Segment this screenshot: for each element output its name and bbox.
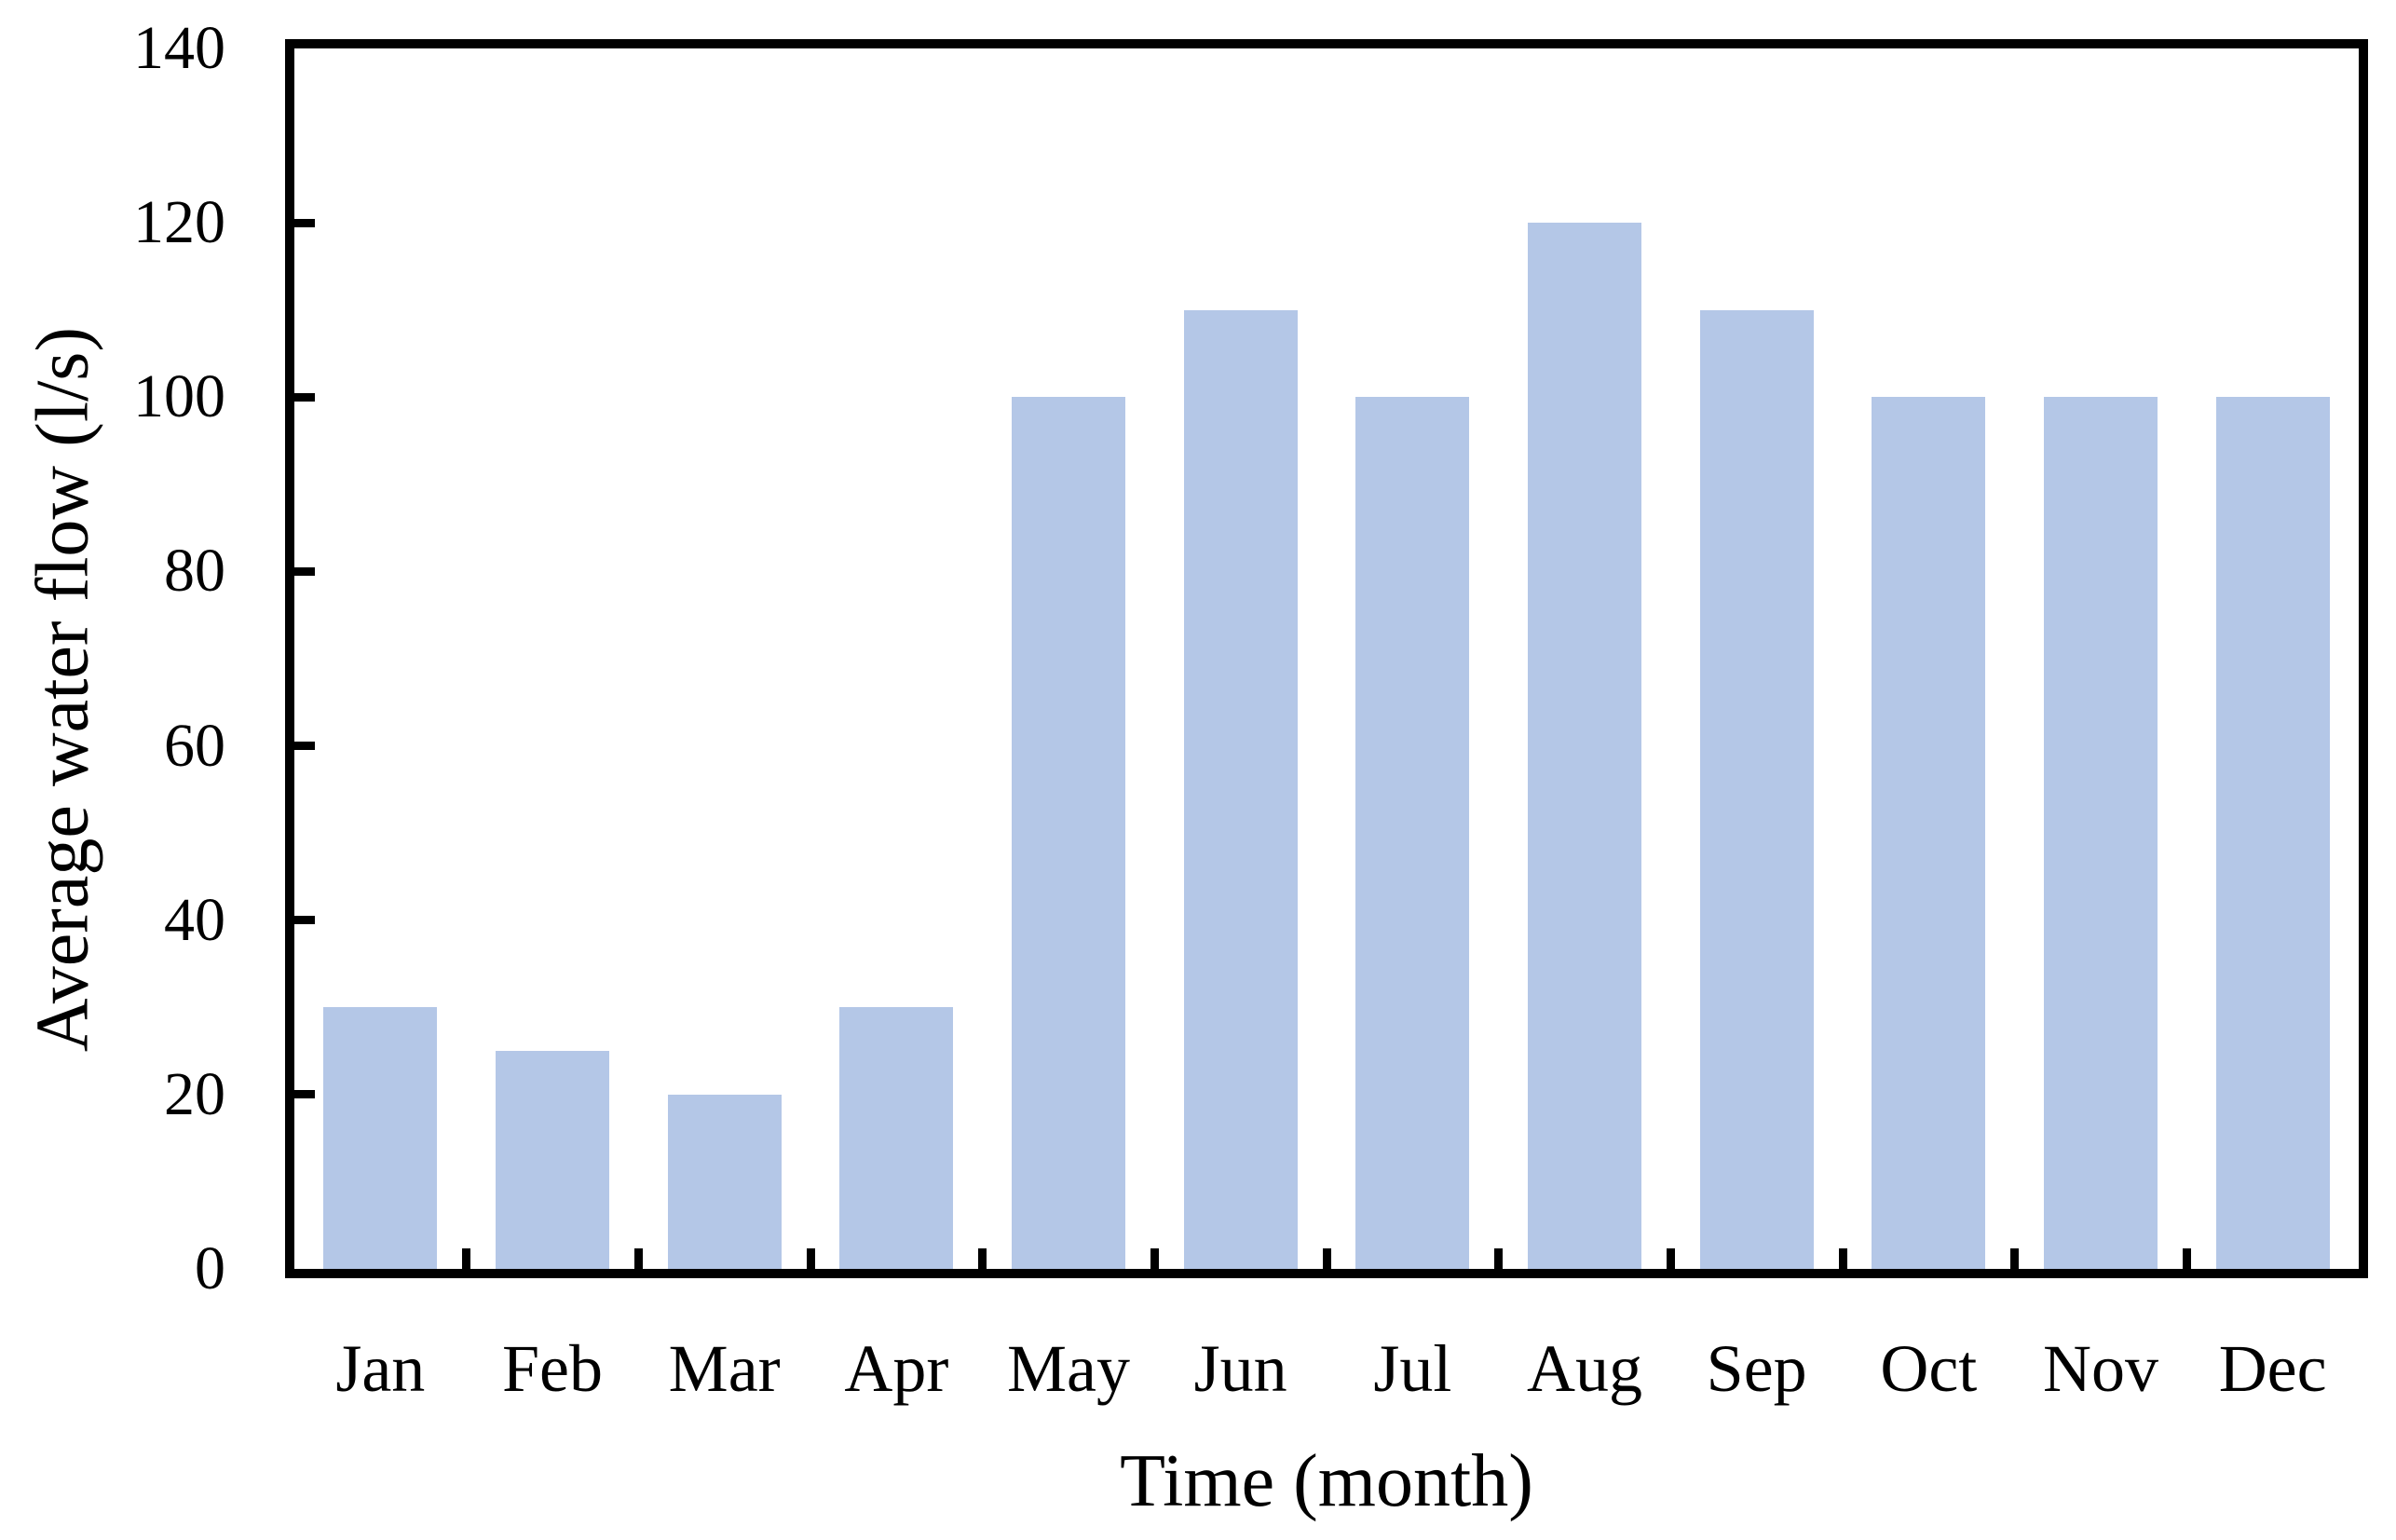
bar-nov: [2044, 397, 2158, 1269]
x-axis-tick-mark: [1322, 1248, 1331, 1269]
y-axis-tick-mark: [294, 1090, 315, 1099]
y-axis-tick-mark: [294, 916, 315, 925]
x-tick-label-jun: Jun: [1193, 1331, 1287, 1406]
x-tick-label-jul: Jul: [1373, 1331, 1452, 1406]
y-tick-label: 60: [164, 711, 225, 780]
bar-sep: [1699, 309, 1814, 1269]
plot-area: [285, 39, 2368, 1278]
bar-apr: [839, 1007, 954, 1269]
x-axis-tick-mark: [1666, 1248, 1675, 1269]
x-axis-tick-mark: [1150, 1248, 1159, 1269]
y-tick-label: 120: [133, 188, 225, 257]
y-tick-label: 0: [195, 1234, 225, 1302]
bar-dec: [2215, 397, 2330, 1269]
y-axis-tick-mark: [294, 566, 315, 576]
x-tick-label-nov: Nov: [2042, 1331, 2158, 1406]
x-tick-label-oct: Oct: [1880, 1331, 1978, 1406]
x-tick-label-mar: Mar: [668, 1331, 781, 1406]
x-tick-label-jan: Jan: [335, 1331, 426, 1406]
bar-may: [1012, 397, 1125, 1269]
bar-oct: [1872, 397, 1986, 1269]
bar-mar: [667, 1094, 782, 1269]
y-tick-label: 140: [133, 14, 225, 82]
y-axis-tick-mark: [294, 742, 315, 751]
y-axis-tick-mark: [294, 392, 315, 402]
x-tick-label-dec: Dec: [2218, 1331, 2327, 1406]
bar-jul: [1355, 397, 1470, 1269]
y-tick-label: 20: [164, 1059, 225, 1128]
x-axis-tick-mark: [462, 1248, 471, 1269]
x-tick-label-aug: Aug: [1526, 1331, 1642, 1406]
x-axis-title: Time (month): [1120, 1440, 1533, 1522]
x-axis-tick-mark: [806, 1248, 815, 1269]
bar-jan: [323, 1007, 438, 1269]
x-axis-tick-mark: [1838, 1248, 1847, 1269]
x-axis-tick-mark: [1494, 1248, 1504, 1269]
x-axis-tick-mark: [2182, 1248, 2191, 1269]
x-tick-label-apr: Apr: [844, 1331, 949, 1406]
y-tick-label: 100: [133, 362, 225, 431]
x-tick-label-sep: Sep: [1706, 1331, 1807, 1406]
x-axis-tick-mark: [633, 1248, 643, 1269]
x-tick-label-feb: Feb: [501, 1331, 603, 1406]
bar-aug: [1528, 223, 1641, 1269]
bar-feb: [496, 1051, 609, 1269]
x-axis-tick-mark: [2010, 1248, 2020, 1269]
x-tick-label-may: May: [1006, 1331, 1130, 1406]
x-axis-tick-mark: [978, 1248, 987, 1269]
bar-jun: [1183, 309, 1298, 1269]
y-axis-tick-mark: [294, 218, 315, 227]
y-tick-label: 40: [164, 885, 225, 954]
y-tick-label: 80: [164, 537, 225, 606]
